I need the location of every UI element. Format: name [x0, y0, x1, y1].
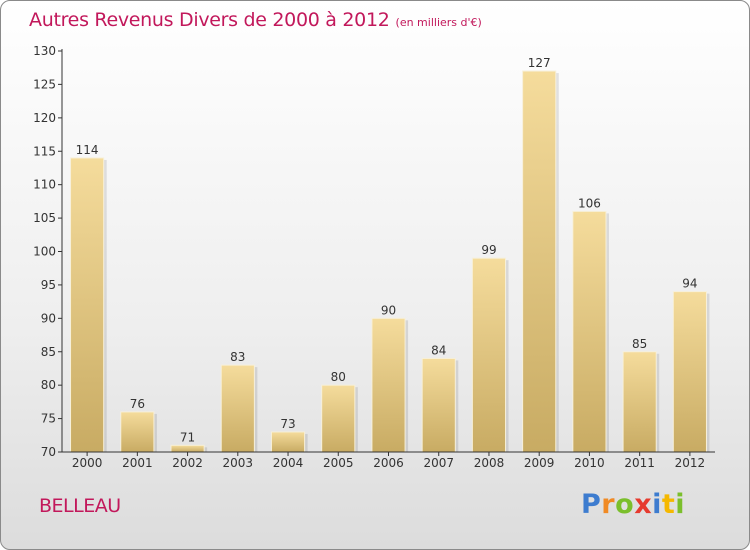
data-label: 90: [381, 303, 396, 317]
y-tick-label: 90: [41, 311, 56, 325]
bar-2002: [170, 444, 205, 453]
y-tick-label: 80: [41, 378, 56, 392]
proxiti-logo: Proxiti: [581, 489, 686, 520]
chart-unit: (en milliers d'€): [395, 16, 482, 29]
y-tick-label: 115: [33, 144, 56, 158]
x-tick-label: 2005: [323, 456, 354, 470]
x-tick-label: 2003: [223, 456, 254, 470]
data-label: 71: [180, 430, 195, 444]
chart-title: Autres Revenus Divers de 2000 à 2012: [29, 9, 390, 31]
data-label: 84: [431, 343, 446, 357]
y-tick-label: 105: [33, 211, 56, 225]
x-tick-label: 2011: [624, 456, 655, 470]
data-label: 85: [632, 337, 647, 351]
bar-2004: [270, 431, 306, 453]
x-tick-label: 2000: [72, 456, 103, 470]
y-tick-label: 125: [33, 77, 56, 91]
x-tick-label: 2002: [172, 456, 203, 470]
y-tick-label: 110: [33, 178, 56, 192]
data-label: 127: [528, 56, 551, 70]
x-tick-label: 2001: [122, 456, 153, 470]
y-tick-label: 75: [41, 412, 56, 426]
data-label: 99: [481, 243, 496, 257]
x-tick-label: 2006: [373, 456, 404, 470]
y-tick-label: 100: [33, 245, 56, 259]
commune-name: BELLEAU: [39, 495, 121, 517]
y-tick-label: 120: [33, 111, 56, 125]
y-tick-label: 70: [41, 445, 56, 459]
title-row: Autres Revenus Divers de 2000 à 2012 (en …: [29, 9, 482, 31]
x-tick-label: 2009: [524, 456, 555, 470]
bar-2007: [421, 357, 456, 453]
data-label: 76: [130, 397, 145, 411]
y-tick-label: 95: [41, 278, 56, 292]
x-tick-label: 2010: [574, 456, 605, 470]
bar-2009: [522, 70, 557, 453]
bar-2008: [471, 257, 507, 453]
data-label: 114: [76, 143, 99, 157]
bar-2012: [672, 291, 707, 453]
x-tick-label: 2007: [423, 456, 454, 470]
data-label: 73: [280, 417, 295, 431]
bar-2006: [371, 317, 406, 453]
bar-2010: [572, 210, 607, 453]
data-label: 83: [230, 350, 245, 364]
x-tick-label: 2008: [474, 456, 505, 470]
bar-2001: [120, 411, 155, 453]
bar-2011: [622, 351, 657, 453]
x-tick-label: 2012: [675, 456, 706, 470]
data-label: 80: [331, 370, 346, 384]
data-label: 106: [578, 196, 601, 210]
bar-2005: [321, 384, 356, 453]
bar-2003: [220, 364, 255, 453]
data-label: 94: [682, 277, 697, 291]
y-tick-label: 130: [33, 44, 56, 58]
bar-2000: [70, 157, 105, 453]
x-tick-label: 2004: [273, 456, 304, 470]
y-tick-label: 85: [41, 345, 56, 359]
